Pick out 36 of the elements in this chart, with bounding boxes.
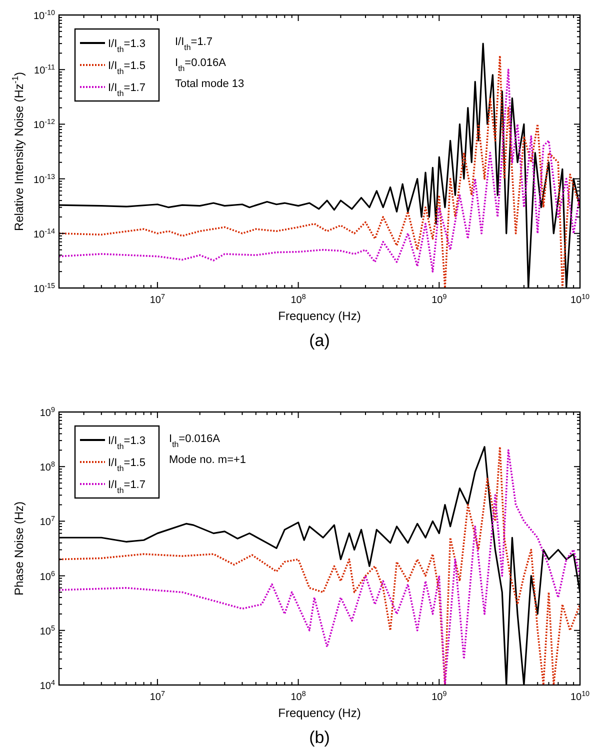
y-tick-label: 10$^{6}$ <box>40 568 55 583</box>
x-tick-label: 10$^{9}$ <box>432 688 447 703</box>
y-tick-label: 10$^{8}$ <box>40 459 55 474</box>
y-tick-label: 10$^{-15}$ <box>33 280 55 295</box>
legend-label: I/I$_{th}$=1.5 <box>108 457 146 472</box>
x-tick-label: 10$^{9}$ <box>432 292 447 306</box>
y-tick-label: 10$^{-13}$ <box>33 171 55 186</box>
text: (a) <box>309 331 330 350</box>
y-axis-title: Phase Noise (Hz) <box>12 501 26 596</box>
y-tick-label: 10$^{-10}$ <box>33 8 55 22</box>
annotation: Mode no. m=+1 <box>169 454 246 466</box>
annotation: I$_{th}$=0.016A <box>169 433 221 448</box>
x-tick-label: 10$^{10}$ <box>570 688 590 703</box>
legend-label: I/I$_{th}$=1.3 <box>108 38 146 54</box>
x-axis-title: Frequency (Hz) <box>278 706 361 720</box>
y-tick-label: 10$^{-11}$ <box>34 62 55 77</box>
legend-label: I/I$_{th}$=1.5 <box>108 60 146 76</box>
annotation: Total mode 13 <box>175 78 244 90</box>
y-tick-label: 10$^{4}$ <box>40 678 55 692</box>
annotation: I$_{th}$=0.016A <box>175 57 227 72</box>
y-tick-label: 10$^{7}$ <box>40 514 55 528</box>
y-tick-label: 10$^{9}$ <box>40 404 55 419</box>
annotation: I/I$_{th}$=1.7 <box>175 36 212 52</box>
x-tick-label: 10$^{8}$ <box>290 292 306 306</box>
legend-label: I/I$_{th}$=1.3 <box>108 435 146 450</box>
y-tick-label: 10$^{-12}$ <box>33 116 55 132</box>
x-tick-label: 10$^{7}$ <box>150 688 166 703</box>
y-tick-label: 10$^{5}$ <box>40 622 55 638</box>
x-tick-label: 10$^{8}$ <box>290 688 306 703</box>
y-tick-label: 10$^{-14}$ <box>33 226 55 240</box>
text: (b) <box>309 728 330 747</box>
legend-label: I/I$_{th}$=1.7 <box>108 82 146 98</box>
x-tick-label: 10$^{10}$ <box>570 292 590 306</box>
x-tick-label: 10$^{7}$ <box>150 292 166 306</box>
x-axis-title: Frequency (Hz) <box>278 309 361 323</box>
legend-label: I/I$_{th}$=1.7 <box>108 479 146 494</box>
